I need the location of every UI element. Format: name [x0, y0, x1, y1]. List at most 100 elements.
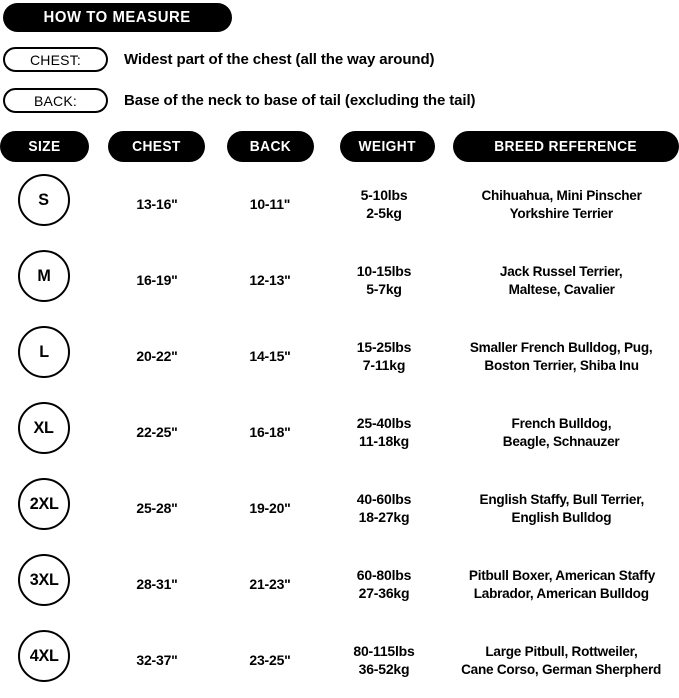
column-header-label: BACK: [249, 138, 292, 155]
size-label: 4XL: [29, 646, 59, 665]
weight-lbs-value: 25-40lbs: [356, 414, 412, 431]
column-header-pill: CHEST: [108, 131, 205, 162]
chest-value: 20-22": [136, 347, 178, 364]
cell-back: 14-15": [222, 318, 318, 394]
breed-line-1: Smaller French Bulldog, Pug,: [470, 338, 653, 355]
measure-description: Base of the neck to base of tail (exclud…: [124, 92, 476, 109]
size-badge: 4XL: [18, 630, 70, 682]
size-label: S: [38, 190, 50, 209]
column-header-label: WEIGHT: [358, 138, 417, 155]
table-row: XL 22-25" 16-18" 25-40lbs 11-18kg French Bull…: [0, 394, 679, 470]
breed-line-1: English Staffy, Bull Terrier,: [479, 490, 644, 507]
cell-breed-reference: Chihuahua, Mini Pinscher Yorkshire Terrie…: [444, 166, 679, 242]
cell-chest: 28-31": [108, 546, 206, 622]
back-value: 10-11": [249, 195, 291, 212]
breed-line-2: Yorkshire Terrier: [509, 205, 614, 221]
measure-description: Widest part of the chest (all the way ar…: [124, 51, 435, 68]
cell-weight: 5-10lbs 2-5kg: [334, 166, 434, 242]
cell-breed-reference: English Staffy, Bull Terrier, English Bul…: [444, 470, 679, 546]
cell-back: 16-18": [222, 394, 318, 470]
how-to-measure-banner: HOW TO MEASURE: [3, 3, 232, 32]
cell-weight: 25-40lbs 11-18kg: [334, 394, 434, 470]
size-label: L: [39, 342, 49, 361]
back-value: 19-20": [249, 499, 291, 516]
cell-back: 21-23": [222, 546, 318, 622]
column-header-label: CHEST: [132, 138, 181, 155]
cell-breed-reference: Smaller French Bulldog, Pug, Boston Terri…: [444, 318, 679, 394]
cell-weight: 40-60lbs 18-27kg: [334, 470, 434, 546]
breed-line-2: Labrador, American Bulldog: [473, 585, 650, 601]
column-header-pill: BREED REFERENCE: [453, 131, 679, 162]
size-badge: M: [18, 250, 70, 302]
back-value: 21-23": [249, 575, 291, 592]
column-header-label: BREED REFERENCE: [494, 138, 638, 155]
chest-value: 13-16": [136, 195, 178, 212]
cell-breed-reference: French Bulldog, Beagle, Schnauzer: [444, 394, 679, 470]
table-row: 4XL 32-37" 23-25" 80-115lbs 36-52kg Large Pit…: [0, 622, 679, 698]
weight-kg-value: 18-27kg: [358, 509, 410, 525]
breed-line-2: Cane Corso, German Sherpherd: [461, 661, 662, 677]
size-badge: L: [18, 326, 70, 378]
weight-lbs-value: 60-80lbs: [356, 566, 412, 583]
size-label: 2XL: [29, 494, 59, 513]
size-badge: 2XL: [18, 478, 70, 530]
weight-lbs-value: 5-10lbs: [360, 186, 408, 203]
table-row: 2XL 25-28" 19-20" 40-60lbs 18-27kg English St…: [0, 470, 679, 546]
cell-chest: 20-22": [108, 318, 206, 394]
column-header-pill: WEIGHT: [340, 131, 435, 162]
back-value: 14-15": [249, 347, 291, 364]
column-header-label: SIZE: [28, 138, 61, 155]
chest-value: 28-31": [136, 575, 178, 592]
breed-line-1: Jack Russel Terrier,: [500, 262, 623, 279]
chest-value: 32-37": [136, 651, 178, 668]
size-badge: XL: [18, 402, 70, 454]
measure-pill-label: BACK:: [33, 92, 77, 109]
breed-line-1: Pitbull Boxer, American Staffy: [468, 566, 655, 583]
cell-chest: 13-16": [108, 166, 206, 242]
cell-chest: 32-37": [108, 622, 206, 698]
weight-kg-value: 2-5kg: [366, 205, 402, 221]
cell-back: 12-13": [222, 242, 318, 318]
breed-line-2: English Bulldog: [511, 509, 612, 525]
cell-chest: 25-28": [108, 470, 206, 546]
column-header-pill: BACK: [227, 131, 314, 162]
size-badge: S: [18, 174, 70, 226]
cell-back: 10-11": [222, 166, 318, 242]
weight-lbs-value: 80-115lbs: [353, 642, 415, 659]
chest-value: 16-19": [136, 271, 178, 288]
back-value: 12-13": [249, 271, 291, 288]
cell-weight: 15-25lbs 7-11kg: [334, 318, 434, 394]
breed-line-1: Large Pitbull, Rottweiler,: [485, 642, 638, 659]
cell-weight: 60-80lbs 27-36kg: [334, 546, 434, 622]
cell-chest: 16-19": [108, 242, 206, 318]
breed-line-2: Boston Terrier, Shiba Inu: [484, 357, 639, 373]
back-value: 23-25": [249, 651, 291, 668]
cell-chest: 22-25": [108, 394, 206, 470]
weight-kg-value: 7-11kg: [362, 357, 406, 373]
column-header-pill: SIZE: [0, 131, 89, 162]
breed-line-2: Maltese, Cavalier: [508, 281, 615, 297]
how-to-measure-title: HOW TO MEASURE: [43, 8, 192, 26]
table-row: M 16-19" 12-13" 10-15lbs 5-7kg Jack Russel Te…: [0, 242, 679, 318]
breed-line-1: Chihuahua, Mini Pinscher: [481, 186, 642, 203]
size-label: 3XL: [29, 570, 59, 589]
measure-row: BACK: Base of the neck to base of tail (e…: [0, 88, 679, 114]
size-badge: 3XL: [18, 554, 70, 606]
weight-kg-value: 5-7kg: [366, 281, 402, 297]
measure-row: CHEST: Widest part of the chest (all the …: [0, 47, 679, 73]
chest-value: 25-28": [136, 499, 178, 516]
weight-kg-value: 11-18kg: [359, 433, 409, 449]
measure-pill-label: CHEST:: [30, 51, 81, 68]
breed-line-1: French Bulldog,: [511, 414, 612, 431]
back-value: 16-18": [249, 423, 291, 440]
weight-lbs-value: 15-25lbs: [356, 338, 412, 355]
weight-lbs-value: 40-60lbs: [356, 490, 412, 507]
table-row: S 13-16" 10-11" 5-10lbs 2-5kg Chihuahua, Mini…: [0, 166, 679, 242]
size-label: M: [37, 266, 51, 285]
weight-kg-value: 27-36kg: [358, 585, 410, 601]
cell-back: 23-25": [222, 622, 318, 698]
measure-pill: CHEST:: [3, 47, 108, 72]
measure-pill: BACK:: [3, 88, 108, 113]
size-label: XL: [33, 418, 55, 437]
breed-line-2: Beagle, Schnauzer: [503, 433, 620, 449]
